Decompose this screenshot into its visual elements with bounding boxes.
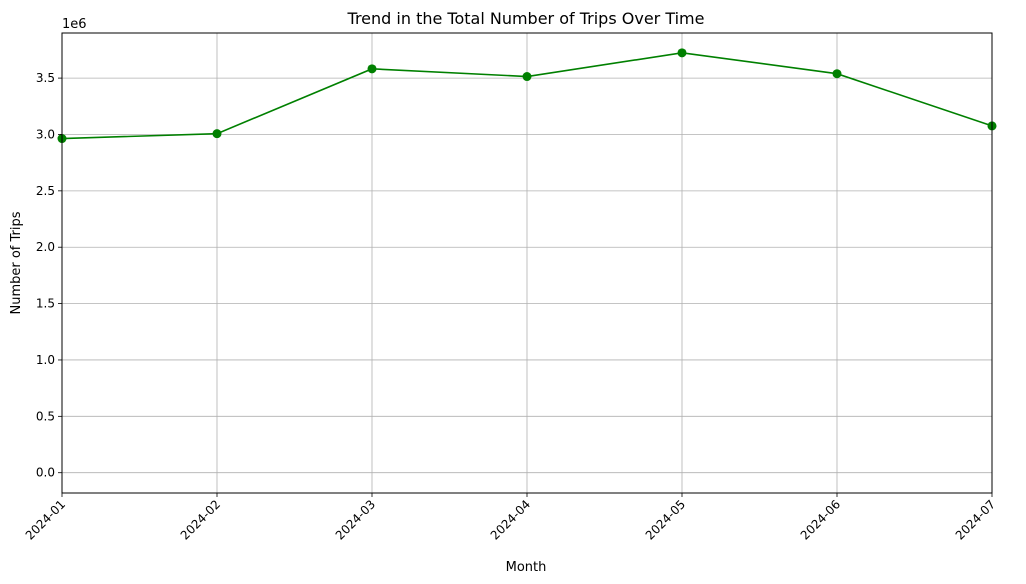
data-point [522,72,532,82]
y-tick-label: 0.5 [36,409,55,423]
grid-lines [61,33,993,493]
x-tick-label: 2024-02 [178,497,223,542]
y-axis-offset-label: 1e6 [62,17,87,32]
x-tick-label: 2024-04 [488,497,533,542]
y-tick-label: 1.5 [36,297,55,311]
x-tick-label: 2024-07 [953,497,998,542]
x-axis-label: Month [506,560,547,575]
data-point [367,64,377,74]
data-point [832,69,842,79]
y-tick-label: 2.0 [36,240,55,254]
axis-ticks: 2024-01 2024-02 2024-03 2024-04 2024-05 2024-… [23,71,998,542]
data-point [677,48,687,58]
y-tick-label: 3.5 [36,71,55,85]
x-tick-label: 2024-01 [23,497,68,542]
x-tick-label: 2024-03 [333,497,378,542]
y-tick-label: 0.0 [36,466,55,480]
chart-title: Trend in the Total Number of Trips Over … [347,9,705,28]
y-tick-label: 3.0 [36,127,55,141]
x-tick-label: 2024-05 [643,497,688,542]
y-tick-label: 1.0 [36,353,55,367]
data-point [212,129,222,139]
y-axis-label: Number of Trips [9,211,24,314]
x-tick-label: 2024-06 [798,497,843,542]
y-tick-label: 2.5 [36,184,55,198]
